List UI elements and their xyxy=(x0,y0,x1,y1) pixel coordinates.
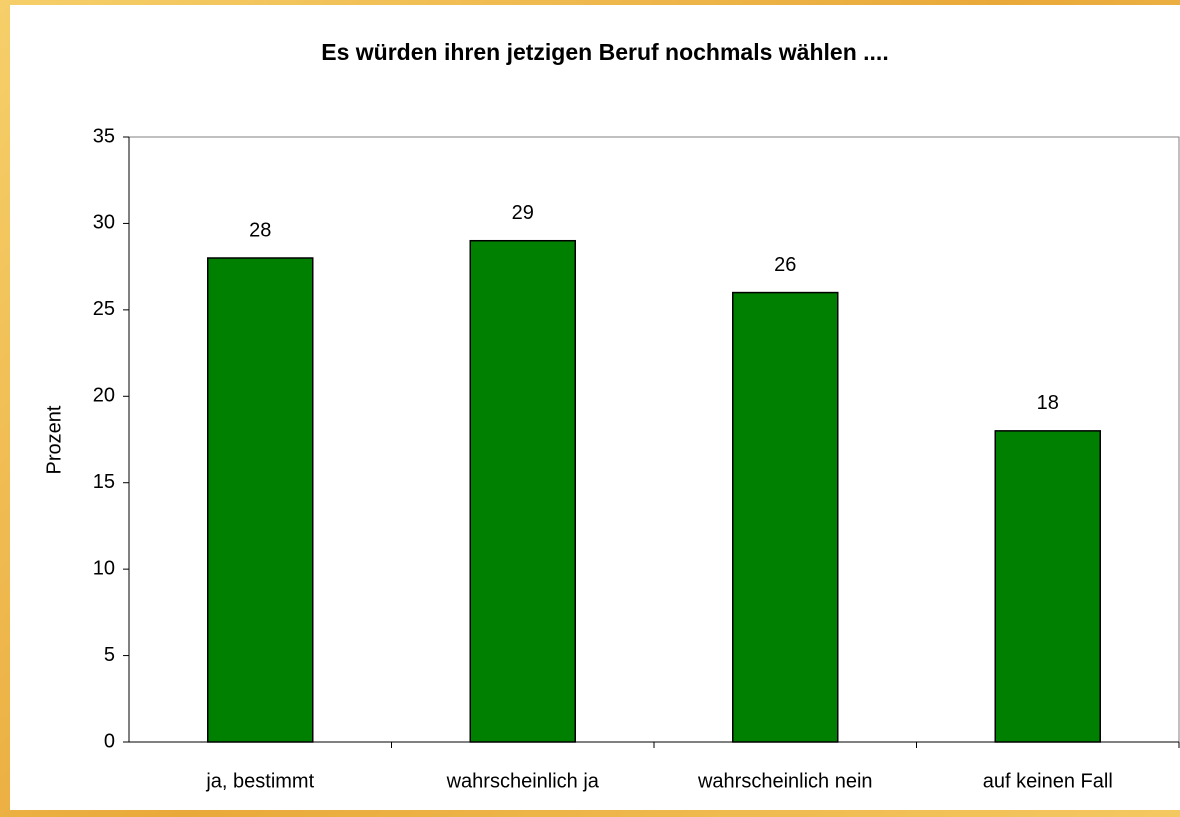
x-tick-label: ja, bestimmt xyxy=(205,770,314,792)
data-label: 26 xyxy=(774,254,796,276)
x-tick-label: wahrscheinlich ja xyxy=(446,770,600,792)
y-tick-label: 15 xyxy=(93,471,115,493)
chart-title: Es würden ihren jetzigen Beruf nochmals … xyxy=(321,39,888,65)
data-label: 28 xyxy=(249,219,271,241)
data-label: 18 xyxy=(1037,392,1059,414)
data-label: 29 xyxy=(512,202,534,224)
bar xyxy=(469,239,576,743)
x-tick-label: auf keinen Fall xyxy=(983,770,1113,792)
bar xyxy=(732,291,839,743)
y-tick-label: 30 xyxy=(93,212,115,234)
y-tick-label: 5 xyxy=(104,644,115,666)
y-tick-label: 35 xyxy=(93,125,115,147)
y-tick-label: 0 xyxy=(104,730,115,752)
y-axis-label: Prozent xyxy=(43,405,65,474)
y-tick-label: 25 xyxy=(93,298,115,320)
chart-area xyxy=(10,5,1180,810)
bar xyxy=(994,430,1101,743)
bar xyxy=(207,257,314,743)
y-tick-label: 10 xyxy=(93,557,115,579)
x-tick-label: wahrscheinlich nein xyxy=(697,770,873,792)
y-tick-label: 20 xyxy=(93,385,115,407)
